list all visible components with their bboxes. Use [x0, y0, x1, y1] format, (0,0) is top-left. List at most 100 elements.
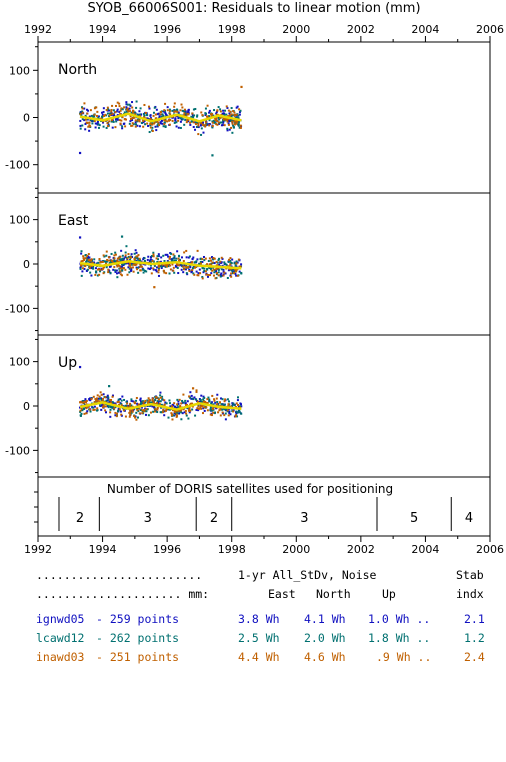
stab-index: 2.1 [464, 612, 485, 626]
table-header-row-2: ..................... mm: East North Up … [36, 587, 506, 606]
stab-index: 1.2 [464, 631, 485, 645]
data-point [96, 394, 99, 397]
data-point [188, 411, 191, 414]
data-point [114, 126, 117, 129]
data-point [197, 407, 200, 410]
data-point [209, 268, 212, 271]
data-point [190, 261, 193, 264]
data-point [233, 404, 236, 407]
data-point [221, 398, 224, 401]
data-point [236, 404, 239, 407]
data-point [158, 124, 161, 127]
data-point [106, 394, 109, 397]
data-point [212, 257, 215, 260]
data-point [225, 263, 228, 266]
data-point [233, 113, 236, 116]
solution-name: lcawd12 [36, 631, 85, 645]
data-point [112, 120, 115, 123]
data-point [117, 271, 120, 274]
data-point [205, 122, 208, 125]
data-point [182, 393, 185, 396]
data-point [167, 118, 170, 121]
data-point [231, 272, 234, 275]
data-point [178, 409, 181, 412]
data-point [235, 260, 238, 263]
data-point [191, 112, 194, 115]
solution-name: inawd03 [36, 650, 85, 664]
data-point [218, 263, 221, 266]
data-point [106, 112, 109, 115]
data-point [192, 121, 195, 124]
x-tick-label: 1994 [89, 23, 117, 36]
data-point [136, 266, 139, 269]
data-point [154, 117, 157, 120]
y-tick-label: -100 [5, 444, 30, 457]
data-point [215, 123, 218, 126]
data-point [181, 412, 184, 415]
data-point [229, 274, 232, 277]
data-point [96, 274, 99, 277]
data-point [110, 110, 113, 113]
data-point [120, 399, 123, 402]
data-point [213, 399, 216, 402]
data-point [237, 117, 240, 120]
data-point [148, 404, 151, 407]
data-point [215, 270, 218, 273]
data-point [228, 411, 231, 414]
data-point [120, 119, 123, 122]
panel-label: Up [58, 355, 77, 371]
data-point [218, 409, 221, 412]
data-point [180, 268, 183, 271]
data-point [213, 271, 216, 274]
data-point [134, 249, 137, 252]
data-point [89, 109, 92, 112]
data-point [197, 122, 200, 125]
data-point [144, 407, 147, 410]
data-point [93, 113, 96, 116]
data-point [104, 409, 107, 412]
data-point [226, 106, 229, 109]
data-point [236, 415, 239, 418]
data-point [130, 253, 133, 256]
outlier-point [120, 235, 124, 238]
data-point [118, 264, 121, 267]
data-point [208, 123, 211, 126]
data-point [99, 117, 102, 120]
data-point [87, 125, 90, 128]
data-point [131, 101, 134, 104]
data-point [234, 415, 237, 418]
data-point [175, 415, 178, 418]
data-point [105, 126, 108, 129]
data-point [237, 124, 240, 127]
data-point [157, 255, 160, 258]
data-point [200, 111, 203, 114]
data-point [225, 105, 228, 108]
data-point [99, 391, 102, 394]
data-point [81, 401, 84, 404]
data-point [158, 402, 161, 405]
data-point [134, 416, 137, 419]
data-point [159, 394, 162, 397]
data-point [236, 261, 239, 264]
data-point [135, 411, 138, 414]
data-point [112, 268, 115, 271]
satellite-count: 2 [210, 511, 218, 526]
data-point [109, 405, 112, 408]
data-point [85, 399, 88, 402]
data-point [114, 111, 117, 114]
smooth-curve [79, 260, 242, 270]
data-point [217, 121, 220, 124]
data-point [79, 266, 82, 269]
data-point [211, 394, 214, 397]
data-point [102, 405, 105, 408]
data-point [147, 397, 150, 400]
data-point [110, 114, 113, 117]
data-point [130, 262, 133, 265]
data-point [174, 119, 177, 122]
data-point [151, 129, 154, 132]
outlier-point [240, 85, 243, 89]
data-point [130, 404, 133, 407]
data-point [188, 395, 191, 398]
data-point [191, 408, 194, 411]
data-point [183, 251, 186, 254]
